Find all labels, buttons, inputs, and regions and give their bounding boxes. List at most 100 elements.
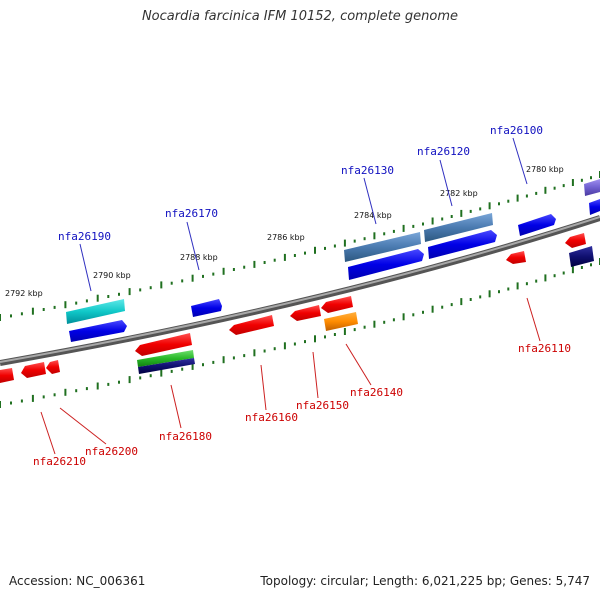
minor-tick bbox=[580, 266, 583, 269]
major-tick bbox=[283, 342, 286, 350]
gene-arrow[interactable] bbox=[518, 214, 556, 236]
minor-tick bbox=[450, 215, 453, 218]
major-tick bbox=[343, 239, 346, 247]
major-tick bbox=[222, 267, 225, 275]
minor-tick bbox=[149, 374, 152, 378]
major-tick bbox=[160, 369, 163, 377]
minor-tick bbox=[118, 292, 120, 296]
minor-tick bbox=[293, 254, 296, 257]
gene-arrow[interactable] bbox=[0, 368, 14, 383]
gene-arrow[interactable] bbox=[589, 199, 600, 215]
gene-arrow[interactable] bbox=[569, 246, 594, 267]
kbp-label: 2782 kbp bbox=[440, 189, 478, 198]
minor-tick bbox=[553, 186, 556, 190]
minor-tick bbox=[263, 349, 266, 353]
major-tick bbox=[253, 260, 256, 268]
major-tick bbox=[571, 179, 574, 186]
gene-arrow[interactable] bbox=[428, 230, 497, 259]
major-tick bbox=[191, 362, 194, 370]
minor-tick bbox=[333, 333, 336, 336]
gene-arrow[interactable] bbox=[321, 296, 353, 313]
minor-tick bbox=[10, 401, 12, 405]
gene-label-top[interactable]: nfa26100 bbox=[490, 124, 543, 137]
gene-label-bottom[interactable]: nfa26200 bbox=[85, 445, 138, 458]
gene-arrow[interactable] bbox=[344, 232, 421, 262]
major-tick bbox=[516, 194, 519, 202]
minor-tick bbox=[181, 279, 184, 283]
gene-arrow[interactable] bbox=[290, 305, 321, 321]
forward-genes bbox=[66, 179, 600, 342]
major-tick bbox=[488, 290, 491, 298]
gene-arrow[interactable] bbox=[506, 251, 526, 264]
gene-label-bottom[interactable]: nfa26150 bbox=[296, 399, 349, 412]
gene-arrow[interactable] bbox=[137, 350, 194, 367]
reverse-genes bbox=[0, 233, 594, 383]
gene-label-top[interactable]: nfa26170 bbox=[165, 207, 218, 220]
minor-tick bbox=[412, 224, 415, 228]
major-tick bbox=[64, 301, 67, 309]
minor-tick bbox=[232, 268, 235, 271]
gene-label-top[interactable]: nfa26120 bbox=[417, 145, 470, 158]
gene-label-bottom[interactable]: nfa26160 bbox=[245, 411, 298, 424]
gene-arrow[interactable] bbox=[138, 358, 195, 374]
major-tick bbox=[128, 288, 131, 296]
major-tick bbox=[373, 320, 376, 328]
minor-tick bbox=[525, 194, 528, 198]
minor-tick bbox=[202, 274, 204, 278]
minor-tick bbox=[263, 261, 266, 264]
major-tick bbox=[283, 253, 286, 261]
gene-arrow[interactable] bbox=[424, 213, 493, 242]
minor-tick bbox=[170, 281, 173, 285]
minor-tick bbox=[469, 209, 472, 213]
major-tick bbox=[160, 281, 163, 289]
gene-label-bottom[interactable]: nfa26180 bbox=[159, 430, 212, 443]
minor-tick bbox=[273, 258, 276, 262]
gene-label-bottom[interactable]: nfa26110 bbox=[518, 342, 571, 355]
gene-arrow[interactable] bbox=[324, 312, 358, 331]
topology-text: Topology: circular; Length: 6,021,225 bp… bbox=[260, 574, 590, 588]
gene-arrow[interactable] bbox=[191, 299, 222, 317]
gene-arrow[interactable] bbox=[229, 315, 274, 335]
gene-arrow[interactable] bbox=[565, 233, 586, 248]
minor-tick bbox=[562, 271, 565, 275]
minor-tick bbox=[85, 387, 88, 391]
kbp-label: 2786 kbp bbox=[267, 233, 305, 242]
gene-label-bottom[interactable]: nfa26140 bbox=[350, 386, 403, 399]
lower-track bbox=[0, 258, 600, 408]
genome-title: Nocardia farcinica IFM 10152, complete g… bbox=[141, 9, 459, 24]
major-tick bbox=[516, 282, 519, 290]
gene-arrow[interactable] bbox=[46, 360, 60, 374]
minor-tick bbox=[535, 191, 538, 195]
major-tick bbox=[96, 294, 99, 302]
minor-tick bbox=[304, 340, 306, 344]
minor-tick bbox=[324, 246, 326, 250]
kbp-label: 2790 kbp bbox=[93, 271, 131, 280]
minor-tick bbox=[498, 202, 500, 206]
major-tick bbox=[488, 202, 491, 210]
minor-tick bbox=[479, 207, 482, 211]
gene-arrow[interactable] bbox=[135, 333, 192, 356]
minor-tick bbox=[392, 229, 395, 233]
major-tick bbox=[0, 314, 1, 321]
minor-tick bbox=[53, 393, 56, 397]
minor-tick bbox=[562, 184, 565, 188]
minor-tick bbox=[75, 389, 78, 393]
gene-arrow[interactable] bbox=[66, 299, 125, 324]
gene-label-top[interactable]: nfa26190 bbox=[58, 230, 111, 243]
minor-tick bbox=[42, 395, 45, 399]
gene-label-top[interactable]: nfa26130 bbox=[341, 164, 394, 177]
minor-tick bbox=[273, 347, 276, 351]
gene-arrow[interactable] bbox=[69, 320, 127, 342]
minor-tick bbox=[590, 263, 592, 267]
gene-arrow[interactable] bbox=[21, 362, 46, 378]
gene-label-bottom[interactable]: nfa26210 bbox=[33, 455, 86, 468]
minor-tick bbox=[498, 290, 500, 294]
kbp-label: 2784 kbp bbox=[354, 211, 392, 220]
gene-arrow[interactable] bbox=[584, 179, 600, 196]
major-tick bbox=[222, 356, 225, 364]
gene-arrow[interactable] bbox=[348, 249, 424, 280]
bottom-leaders bbox=[40, 297, 541, 455]
minor-tick bbox=[507, 199, 510, 203]
major-tick bbox=[544, 186, 547, 194]
minor-tick bbox=[392, 318, 395, 322]
